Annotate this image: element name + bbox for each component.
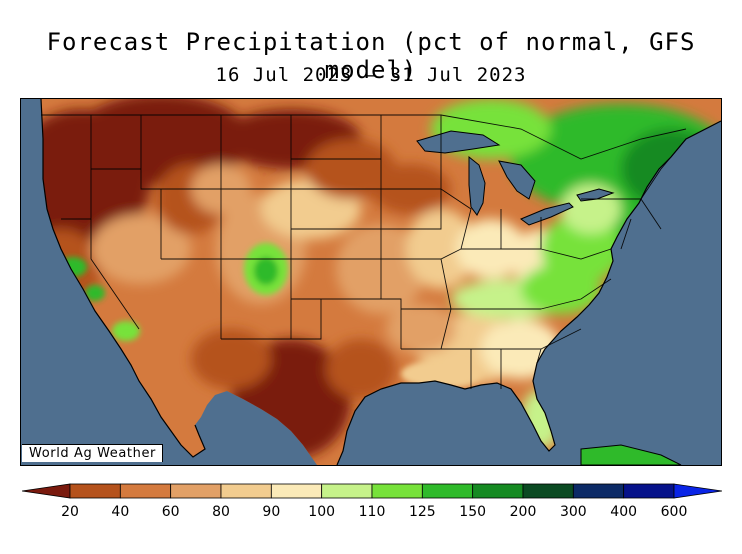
state-borders — [41, 114, 687, 389]
legend-bin-12 — [623, 483, 675, 499]
legend-bin-8 — [421, 483, 474, 499]
legend-labels: 20 40 60 80 90 100 110 125 150 200 300 400 600 — [61, 504, 687, 520]
legend-label-125: 125 — [409, 504, 436, 520]
legend-label-100: 100 — [308, 504, 335, 520]
map-title: Forecast Precipitation (pct of normal, G… — [46, 28, 696, 84]
legend-label-600: 600 — [661, 504, 688, 520]
legend-label-80: 80 — [212, 504, 230, 520]
legend-bin-6 — [321, 483, 373, 499]
legend-bin-2 — [119, 483, 172, 499]
legend-bin-11 — [572, 483, 625, 499]
map-canvas — [21, 99, 721, 465]
legend-label-60: 60 — [162, 504, 180, 520]
legend-bin-10 — [522, 483, 574, 499]
legend-label-20: 20 — [61, 504, 79, 520]
source-watermark: World Ag Weather — [22, 444, 163, 462]
legend-label-110: 110 — [359, 504, 386, 520]
great-lakes — [416, 130, 615, 226]
lake-huron — [498, 160, 536, 200]
color-legend: 20 40 60 80 90 100 110 125 150 200 300 400 600 — [22, 483, 722, 520]
precipitation-map — [20, 98, 722, 466]
legend-bars — [22, 483, 722, 499]
legend-bin-3 — [170, 483, 222, 499]
legend-bin-0 — [22, 483, 71, 499]
legend-bin-9 — [472, 483, 524, 499]
legend-label-200: 200 — [510, 504, 537, 520]
legend-bin-13 — [673, 483, 722, 499]
legend-label-300: 300 — [560, 504, 587, 520]
lake-michigan — [468, 155, 486, 216]
date-range-subtitle: 16 Jul 2023 – 31 Jul 2023 — [215, 64, 527, 86]
legend-label-40: 40 — [111, 504, 129, 520]
legend-bin-1 — [69, 483, 121, 499]
lake-superior — [416, 130, 501, 154]
legend-label-150: 150 — [459, 504, 486, 520]
legend-bin-4 — [220, 483, 272, 499]
lake-ontario — [576, 188, 615, 202]
legend-bin-5 — [270, 483, 323, 499]
legend-label-90: 90 — [262, 504, 280, 520]
lake-erie — [520, 202, 574, 226]
coastline — [40, 99, 721, 465]
legend-bin-7 — [371, 483, 423, 499]
cuba-island — [580, 444, 682, 465]
legend-label-400: 400 — [610, 504, 637, 520]
